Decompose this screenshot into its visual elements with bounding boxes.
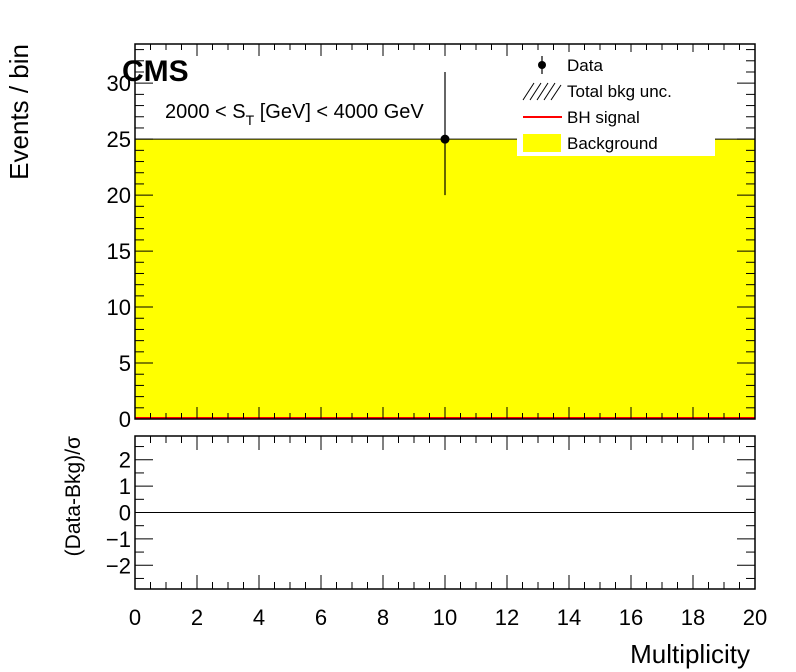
legend-label-data: Data xyxy=(567,56,603,75)
legend-label-bkg-unc: Total bkg unc. xyxy=(567,82,672,101)
ratio-y-tick-label: 0 xyxy=(119,501,131,526)
x-tick-label: 14 xyxy=(557,605,581,630)
y-axis-title: Events / bin xyxy=(4,44,34,180)
main-data-layer xyxy=(135,71,755,420)
ratio-y-tick-label: −2 xyxy=(106,553,131,578)
x-tick-label: 4 xyxy=(253,605,265,630)
main-y-tick-label: 30 xyxy=(107,71,131,96)
x-tick-label: 16 xyxy=(619,605,643,630)
x-tick-label: 12 xyxy=(495,605,519,630)
ratio-ylabel-symbol: σ xyxy=(62,436,85,449)
main-y-tick-label: 10 xyxy=(107,295,131,320)
legend: Data Total bkg unc. BH signal Background xyxy=(517,52,715,156)
ratio-y-tick-label: −1 xyxy=(106,527,131,552)
x-tick-label: 2 xyxy=(191,605,203,630)
x-tick-label: 0 xyxy=(129,605,141,630)
ratio-ticks: 210−1−20 2 4 6 8 10 12 14 16 18 20 xyxy=(106,436,767,630)
ratio-y-tick-label: 2 xyxy=(119,448,131,473)
x-tick-label: 8 xyxy=(377,605,389,630)
x-tick-label: 20 xyxy=(743,605,767,630)
main-y-tick-label: 0 xyxy=(119,407,131,432)
x-tick-label: 10 xyxy=(433,605,457,630)
legend-data-marker xyxy=(538,61,546,69)
legend-entry-background: Background xyxy=(523,134,658,153)
main-panel: 0 5 10 15 20 25 30 Events / bin CMS 2000 < ST … xyxy=(4,43,756,432)
legend-background-swatch xyxy=(523,134,561,152)
legend-hatch-swatch xyxy=(522,82,562,101)
legend-label-bh-signal: BH signal xyxy=(567,108,640,127)
st-range-prefix: 2000 < S xyxy=(165,101,246,123)
legend-entry-bkg-unc: Total bkg unc. xyxy=(522,82,672,101)
legend-label-background: Background xyxy=(567,134,658,153)
main-y-tick-label: 5 xyxy=(119,351,131,376)
data-point-0 xyxy=(440,134,450,144)
ratio-y-tick-label: 1 xyxy=(119,474,131,499)
ratio-ylabel-prefix: (Data-Bkg)/ xyxy=(62,449,85,557)
main-y-tick-label: 25 xyxy=(107,127,131,152)
ratio-y-axis-title: (Data-Bkg)/σ xyxy=(62,436,85,556)
x-tick-label: 18 xyxy=(681,605,705,630)
main-y-tick-label: 15 xyxy=(107,239,131,264)
x-tick-label: 6 xyxy=(315,605,327,630)
cms-label: CMS xyxy=(122,55,189,88)
ratio-panel: 210−1−20 2 4 6 8 10 12 14 16 18 20 (Data-Bkg)/σ Mu… xyxy=(62,435,767,669)
main-y-tick-label: 20 xyxy=(107,183,131,208)
st-range-suffix: [GeV] < 4000 GeV xyxy=(254,101,424,123)
x-axis-title: Multiplicity xyxy=(630,639,750,669)
legend-entry-bh-signal: BH signal xyxy=(523,108,640,127)
st-range-subscript: T xyxy=(246,112,255,128)
main-ticks: 0 5 10 15 20 25 30 xyxy=(107,44,756,432)
st-range-annotation: 2000 < ST [GeV] < 4000 GeV xyxy=(165,101,424,128)
legend-entry-data: Data xyxy=(538,56,603,75)
